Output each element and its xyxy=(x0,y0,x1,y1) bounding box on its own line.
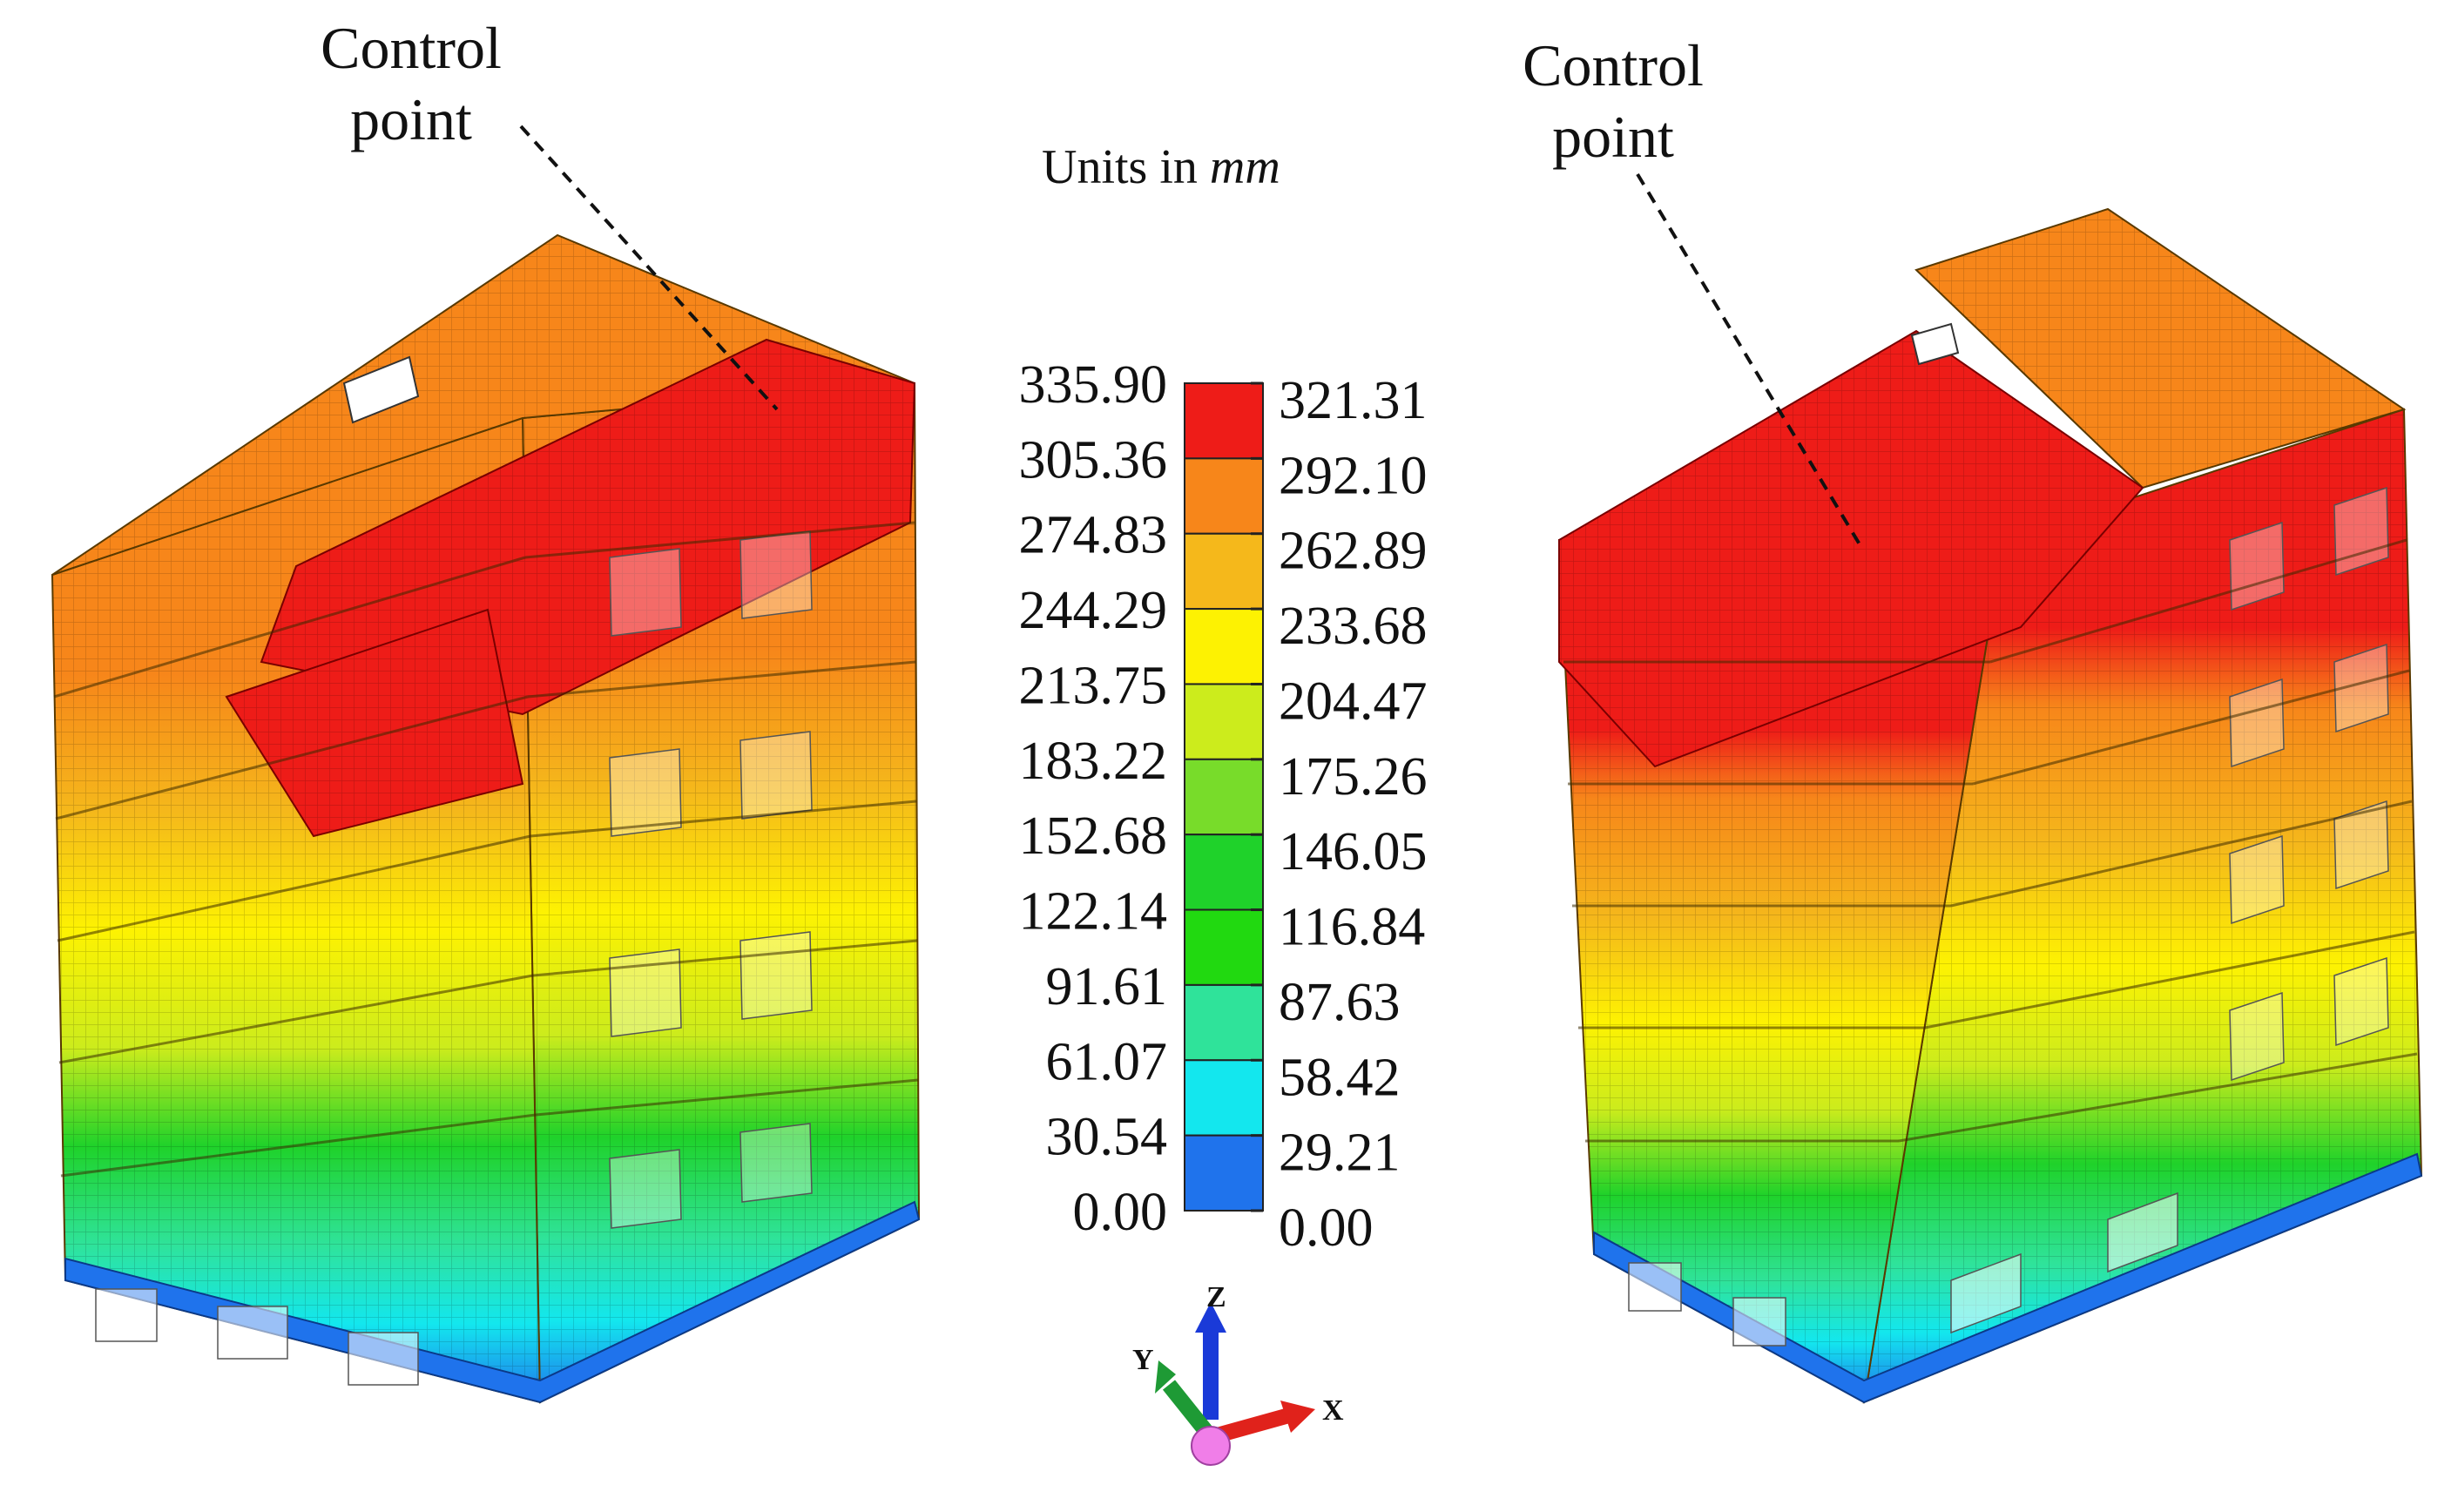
colorbar-right-tick-label: 204.47 xyxy=(1279,672,1428,731)
right-control-label-line2: point xyxy=(1552,104,1674,170)
colorbar-right-tick-label: 233.68 xyxy=(1279,597,1428,656)
colorbar-left-tick-label: 244.29 xyxy=(1019,581,1168,640)
colorbar-left-tick-label: 305.36 xyxy=(1019,430,1168,489)
colorbar-left-tick-label: 335.90 xyxy=(1019,355,1168,415)
colorbar-band-4 xyxy=(1184,683,1264,760)
colorbar-right-tick-label: 116.84 xyxy=(1279,898,1425,957)
units-prefix: Units in xyxy=(1042,140,1210,194)
y-axis-arrowhead xyxy=(1155,1360,1176,1394)
left-building-base xyxy=(64,1200,921,1404)
right-front-openings xyxy=(1628,1191,2178,1347)
right-building-model xyxy=(1557,207,2423,1404)
left-front-openings xyxy=(95,1288,419,1386)
right-control-leader-line xyxy=(1636,172,1864,550)
colorbar-band-2 xyxy=(1184,532,1264,611)
colorbar-left-tick-label: 30.54 xyxy=(1046,1108,1168,1167)
left-control-label-line2: point xyxy=(350,86,472,152)
colorbar-band-10 xyxy=(1184,1134,1264,1212)
colorbar-right-tick-label: 87.63 xyxy=(1279,973,1401,1032)
colorbar-right-tick-label: 175.26 xyxy=(1279,747,1428,807)
contour-colorbar: 335.90 305.36 274.83 244.29 213.75 183.22 152.… xyxy=(1019,355,1428,1258)
x-axis-label: X xyxy=(1322,1394,1344,1427)
colorbar-left-tick-label: 213.75 xyxy=(1019,656,1168,715)
colorbar-band-9 xyxy=(1184,1059,1264,1137)
right-control-point-annotation: Control point xyxy=(1523,32,1864,550)
units-label: Units in mm xyxy=(1042,140,1280,194)
left-control-leader-line xyxy=(519,125,779,411)
colorbar-left-tick-label: 183.22 xyxy=(1019,732,1168,791)
z-axis-label: Z xyxy=(1206,1281,1226,1313)
left-control-point-annotation: Control point xyxy=(321,15,779,411)
colorbar-left-tick-label: 122.14 xyxy=(1019,882,1168,942)
colorbar-band-3 xyxy=(1184,608,1264,685)
colorbar-band-7 xyxy=(1184,908,1264,986)
axis-triad: Z Y X xyxy=(1132,1281,1344,1466)
colorbar-left-tick-label: 0.00 xyxy=(1073,1183,1168,1242)
right-control-label-line1: Control xyxy=(1523,32,1704,98)
colorbar-right-tick-label: 0.00 xyxy=(1279,1198,1374,1258)
colorbar-right-tick-label: 58.42 xyxy=(1279,1048,1401,1107)
colorbar-right-tick-label: 321.31 xyxy=(1279,371,1428,430)
left-building-model xyxy=(51,233,921,1404)
colorbar-band-5 xyxy=(1184,758,1264,836)
colorbar-band-0 xyxy=(1184,382,1264,460)
colorbar-left-tick-label: 91.61 xyxy=(1046,957,1168,1016)
left-roof-opening xyxy=(342,355,420,424)
triad-origin xyxy=(1191,1426,1231,1466)
colorbar-right-tick-label: 29.21 xyxy=(1279,1124,1401,1183)
colorbar-band-1 xyxy=(1184,457,1264,535)
colorbar-left-tick-label: 152.68 xyxy=(1019,807,1168,866)
right-side-openings xyxy=(2229,486,2389,1082)
colorbar-right-tick-label: 146.05 xyxy=(1279,822,1428,881)
right-building-base xyxy=(1593,1152,2423,1404)
right-roof-opening xyxy=(1910,322,1960,366)
colorbar-left-tick-label: 274.83 xyxy=(1019,506,1168,565)
colorbar-right-tick-label: 262.89 xyxy=(1279,522,1428,581)
units-unit: mm xyxy=(1210,140,1280,194)
right-floor-lines xyxy=(1563,538,2418,1143)
left-floor-lines xyxy=(53,521,919,1178)
y-axis-label: Y xyxy=(1132,1344,1154,1376)
left-control-label-line1: Control xyxy=(321,15,502,81)
colorbar-left-tick-label: 61.07 xyxy=(1046,1032,1168,1091)
colorbar-band-8 xyxy=(1184,983,1264,1062)
colorbar-right-tick-label: 292.10 xyxy=(1279,446,1428,505)
colorbar-band-6 xyxy=(1184,834,1264,911)
z-axis-arrowhead xyxy=(1195,1302,1226,1333)
x-axis-arrowhead xyxy=(1280,1401,1315,1433)
